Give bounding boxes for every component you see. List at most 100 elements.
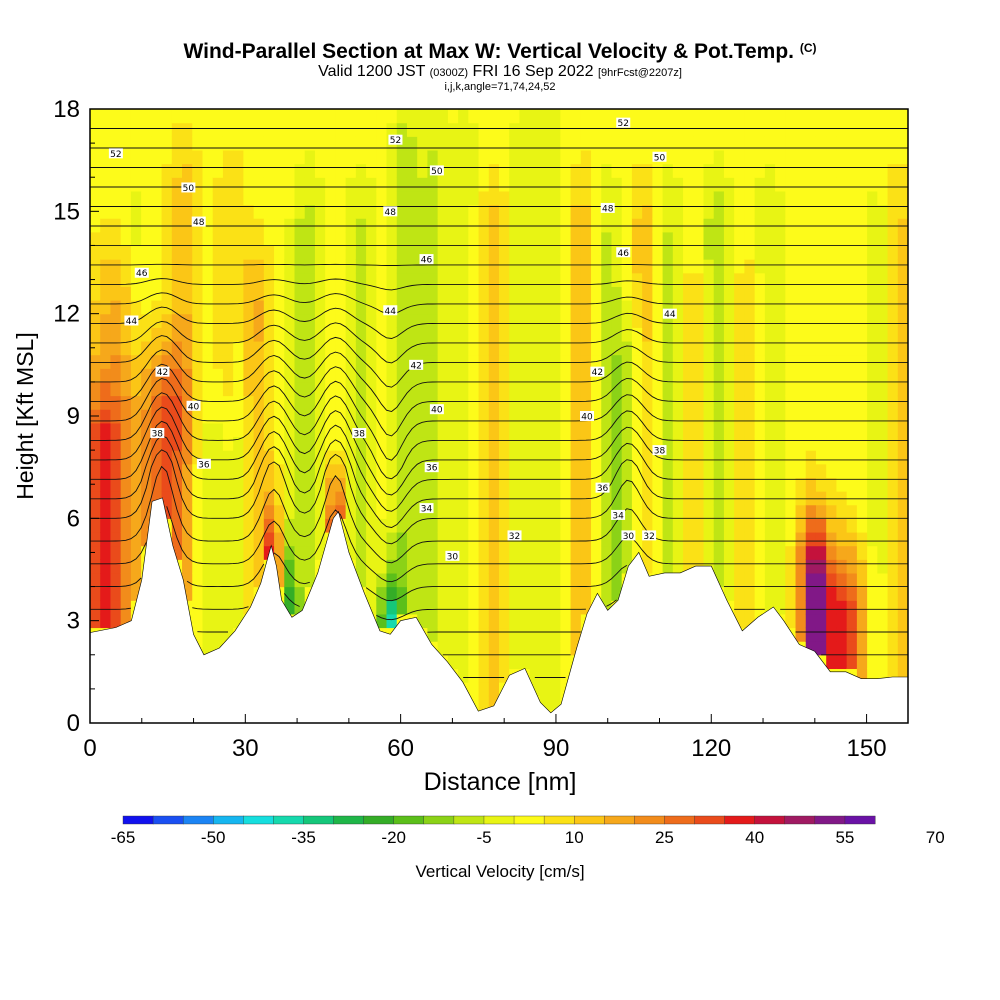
velocity-cell bbox=[151, 436, 163, 451]
velocity-cell bbox=[713, 504, 725, 519]
velocity-cell bbox=[478, 613, 490, 629]
velocity-cell bbox=[284, 245, 296, 260]
velocity-cell bbox=[897, 518, 908, 533]
velocity-cell bbox=[509, 641, 521, 656]
velocity-cell bbox=[233, 218, 244, 233]
velocity-cell bbox=[376, 204, 388, 219]
velocity-cell bbox=[100, 149, 112, 165]
velocity-cell bbox=[366, 177, 377, 192]
velocity-cell bbox=[376, 122, 388, 137]
velocity-cell bbox=[560, 149, 572, 165]
velocity-cell bbox=[734, 300, 745, 315]
velocity-cell bbox=[877, 518, 889, 533]
velocity-cell bbox=[703, 109, 715, 124]
colorbar-swatch bbox=[754, 815, 786, 825]
velocity-cell bbox=[601, 231, 613, 247]
velocity-cell bbox=[355, 572, 367, 588]
velocity-cell bbox=[815, 381, 827, 397]
velocity-cell bbox=[815, 463, 827, 478]
velocity-cell bbox=[468, 641, 480, 656]
velocity-cell bbox=[130, 395, 142, 410]
velocity-cell bbox=[284, 259, 296, 274]
velocity-cell bbox=[856, 259, 868, 274]
velocity-cell bbox=[631, 436, 643, 451]
velocity-cell bbox=[509, 177, 521, 192]
velocity-cell bbox=[764, 572, 776, 588]
velocity-cell bbox=[683, 354, 694, 369]
velocity-cell bbox=[529, 122, 541, 137]
velocity-cell bbox=[642, 245, 653, 260]
velocity-cell bbox=[601, 518, 613, 533]
velocity-cell bbox=[713, 122, 725, 137]
velocity-cell bbox=[406, 313, 418, 328]
velocity-cell bbox=[120, 450, 132, 465]
velocity-cell bbox=[509, 272, 521, 287]
velocity-cell bbox=[519, 231, 531, 247]
velocity-cell bbox=[529, 600, 541, 615]
velocity-cell bbox=[120, 559, 132, 574]
velocity-cell bbox=[591, 463, 602, 478]
velocity-cell bbox=[703, 163, 715, 178]
velocity-cell bbox=[754, 231, 766, 247]
velocity-cell bbox=[815, 163, 827, 178]
velocity-cell bbox=[560, 300, 572, 315]
velocity-cell bbox=[417, 463, 429, 478]
velocity-cell bbox=[141, 218, 152, 233]
velocity-cell bbox=[386, 450, 398, 465]
velocity-cell bbox=[120, 613, 132, 629]
velocity-cell bbox=[550, 190, 561, 206]
colorbar-swatch bbox=[543, 815, 575, 825]
velocity-cell bbox=[826, 559, 838, 574]
velocity-cell bbox=[151, 395, 163, 410]
velocity-cell bbox=[202, 368, 214, 383]
velocity-cell bbox=[263, 149, 275, 165]
velocity-cell bbox=[642, 463, 653, 478]
velocity-cell bbox=[406, 368, 418, 383]
velocity-cell bbox=[100, 286, 112, 301]
velocity-cell bbox=[386, 477, 398, 492]
contour-label-bg bbox=[429, 165, 444, 176]
velocity-cell bbox=[284, 272, 296, 287]
velocity-cell bbox=[458, 409, 469, 424]
velocity-cell bbox=[642, 163, 653, 178]
velocity-cell bbox=[233, 559, 244, 574]
velocity-cell bbox=[458, 122, 469, 137]
velocity-cell bbox=[130, 422, 142, 438]
velocity-cell bbox=[386, 586, 398, 601]
velocity-cell bbox=[447, 654, 459, 670]
velocity-cell bbox=[437, 177, 449, 192]
velocity-cell bbox=[222, 163, 234, 178]
velocity-cell bbox=[693, 313, 705, 328]
velocity-cell bbox=[222, 286, 234, 301]
velocity-cell bbox=[550, 654, 561, 670]
velocity-cell bbox=[509, 122, 521, 137]
velocity-cell bbox=[182, 190, 193, 206]
velocity-cell bbox=[130, 531, 142, 547]
velocity-cell bbox=[683, 463, 694, 478]
velocity-cell bbox=[846, 545, 858, 560]
velocity-cell bbox=[437, 477, 449, 492]
velocity-cell bbox=[437, 395, 449, 410]
velocity-cell bbox=[744, 395, 756, 410]
velocity-cell bbox=[478, 545, 490, 560]
velocity-cell bbox=[519, 163, 531, 178]
velocity-cell bbox=[345, 163, 357, 178]
velocity-cell bbox=[754, 354, 766, 369]
velocity-cell bbox=[499, 163, 510, 178]
velocity-cell bbox=[376, 300, 388, 315]
velocity-cell bbox=[570, 190, 582, 206]
velocity-cell bbox=[376, 286, 388, 301]
velocity-cell bbox=[325, 136, 336, 151]
velocity-cell bbox=[754, 177, 766, 192]
velocity-cell bbox=[867, 177, 878, 192]
velocity-cell bbox=[212, 190, 224, 206]
velocity-cell bbox=[570, 109, 582, 124]
velocity-cell bbox=[233, 340, 244, 356]
velocity-cell bbox=[151, 231, 163, 247]
velocity-cell bbox=[754, 300, 766, 315]
velocity-cell bbox=[458, 600, 469, 615]
velocity-cell bbox=[672, 122, 684, 137]
velocity-cell bbox=[120, 245, 132, 260]
velocity-cell bbox=[366, 518, 377, 533]
